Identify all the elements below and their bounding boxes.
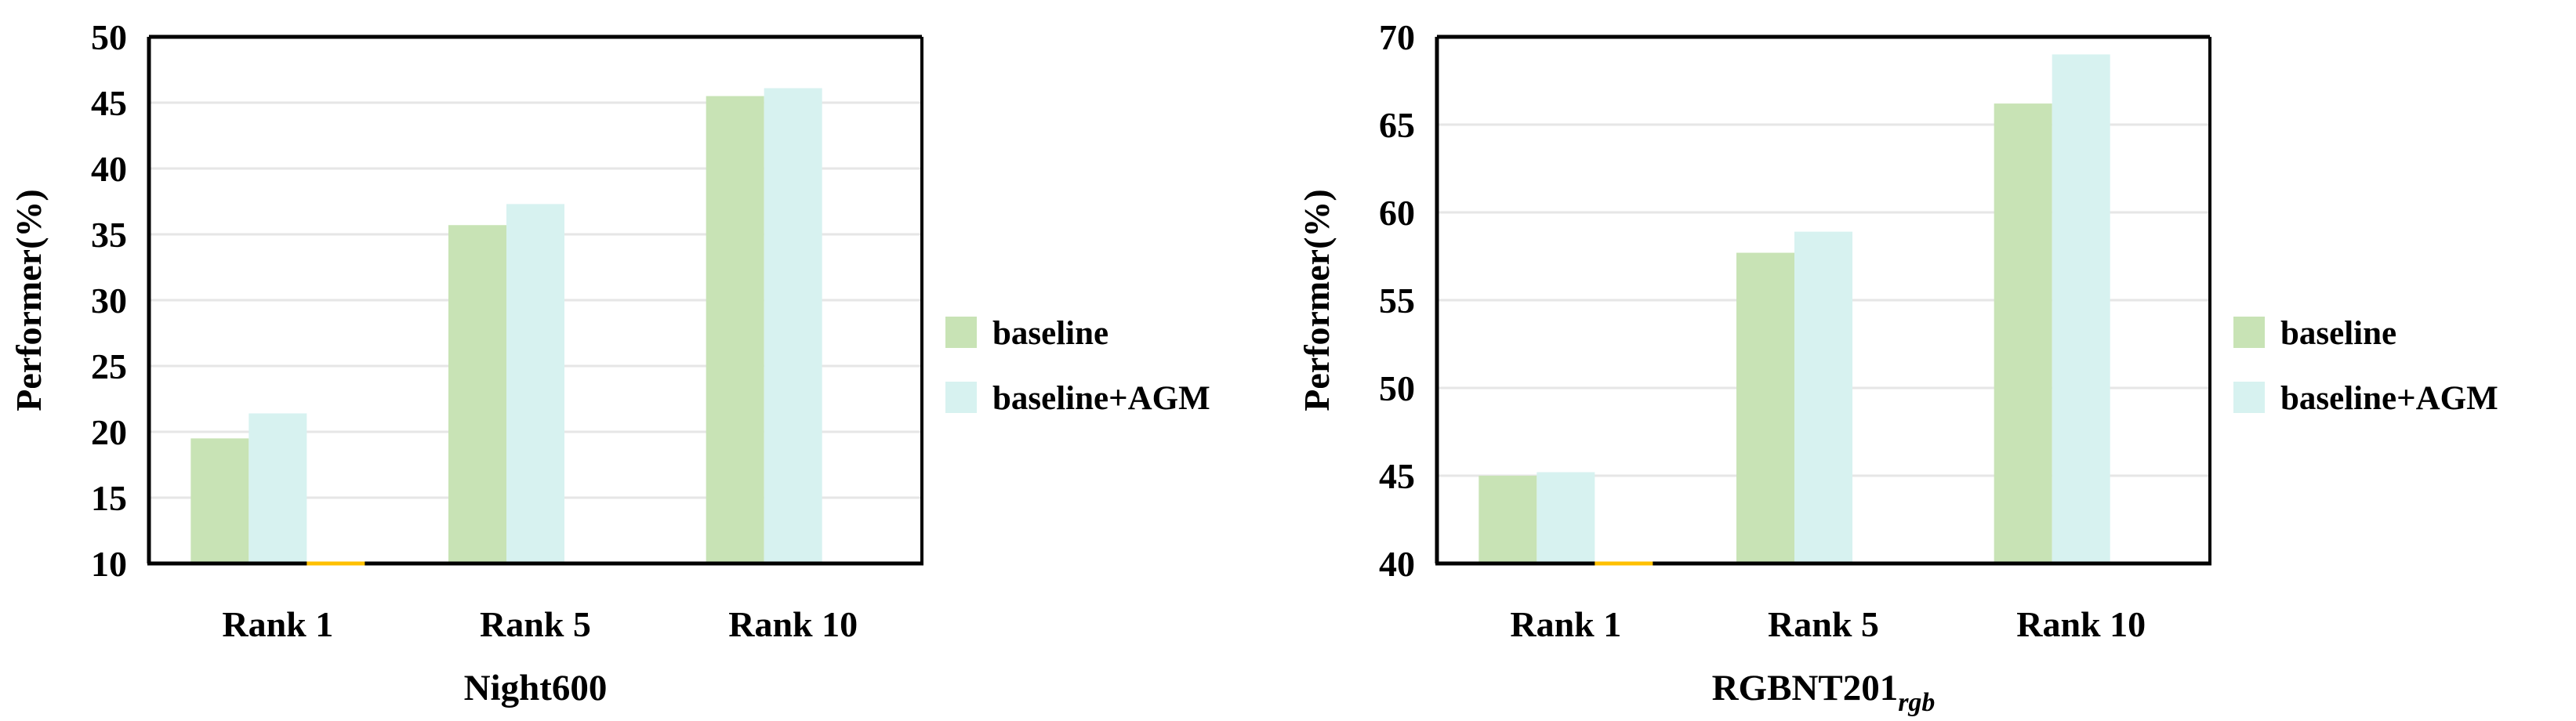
x-category-label: Rank 1 [222,604,333,644]
legend-label: baseline+AGM [992,380,1210,417]
bar-baseline-AGM-rank-5 [506,204,564,563]
y-tick-label: 45 [1379,456,1415,496]
bar-baseline-rank-5 [448,225,506,563]
bar-baseline-rank-1 [190,438,249,563]
y-axis-title: Performer(%) [1297,189,1337,411]
chart-title-main: RGBNT201 [1712,668,1899,708]
y-tick-label: 55 [1379,281,1415,321]
orange-axis-marker [307,561,365,566]
chart-rgbnt201: 40 45 50 55 60 65 70 Rank 1 Rank 5 Rank 10 Perform… [1297,17,2498,717]
bar-baseline-rank-10 [706,96,764,564]
bar-baseline-rank-1 [1478,476,1537,563]
y-tick-label: 65 [1379,105,1415,145]
chart-title: RGBNT201rgb [1712,668,1936,717]
legend-swatch-baseline-AGM [2233,382,2265,413]
y-tick-label: 45 [91,83,127,123]
y-tick-label: 15 [91,478,127,518]
y-tick-label: 10 [91,544,127,584]
bar-baseline-AGM-rank-10 [764,88,822,563]
chart-title-main: Night600 [464,668,608,708]
bar-baseline-rank-10 [1994,103,2052,563]
legend-swatch-baseline-AGM [945,382,977,413]
y-axis-title: Performer(%) [9,189,49,411]
legend-label: baseline [2280,315,2396,352]
orange-axis-marker [1595,561,1653,566]
y-tick-label: 40 [91,149,127,189]
y-tick-label: 50 [1379,368,1415,408]
bar-baseline-AGM-rank-10 [2052,54,2110,563]
y-tick-label: 40 [1379,544,1415,584]
chart-night600: 10 15 20 25 30 35 40 45 50 Rank 1 Rank 5 Rank 10 Per… [9,17,1210,708]
legend-label: baseline [992,315,1108,352]
y-tick-label: 25 [91,346,127,386]
chart-night600-container: 10 15 20 25 30 35 40 45 50 Rank 1 Rank 5 Rank 10 Per… [9,17,1210,708]
bar-baseline-AGM-rank-5 [1794,231,1852,563]
y-tick-label: 20 [91,412,127,452]
x-category-label: Rank 1 [1510,604,1621,644]
chart-rgbnt201-container: 40 45 50 55 60 65 70 Rank 1 Rank 5 Rank 10 Perform… [1288,0,2576,721]
legend-swatch-baseline [2233,317,2265,348]
y-tick-label: 60 [1379,193,1415,233]
y-tick-label: 30 [91,281,127,321]
bar-baseline-AGM-rank-1 [249,413,307,563]
x-category-label: Rank 5 [480,604,591,644]
y-tick-label: 35 [91,215,127,255]
y-tick-label: 50 [91,17,127,57]
x-category-label: Rank 10 [728,604,858,644]
x-category-label: Rank 5 [1768,604,1879,644]
bar-baseline-rank-5 [1736,252,1794,563]
chart-title-subscript: rgb [1898,688,1935,717]
y-tick-label: 70 [1379,17,1415,57]
bar-baseline-AGM-rank-1 [1537,472,1595,563]
legend-swatch-baseline [945,317,977,348]
legend-label: baseline+AGM [2280,380,2498,417]
chart-title: Night600 [464,668,608,708]
x-category-label: Rank 10 [2016,604,2146,644]
